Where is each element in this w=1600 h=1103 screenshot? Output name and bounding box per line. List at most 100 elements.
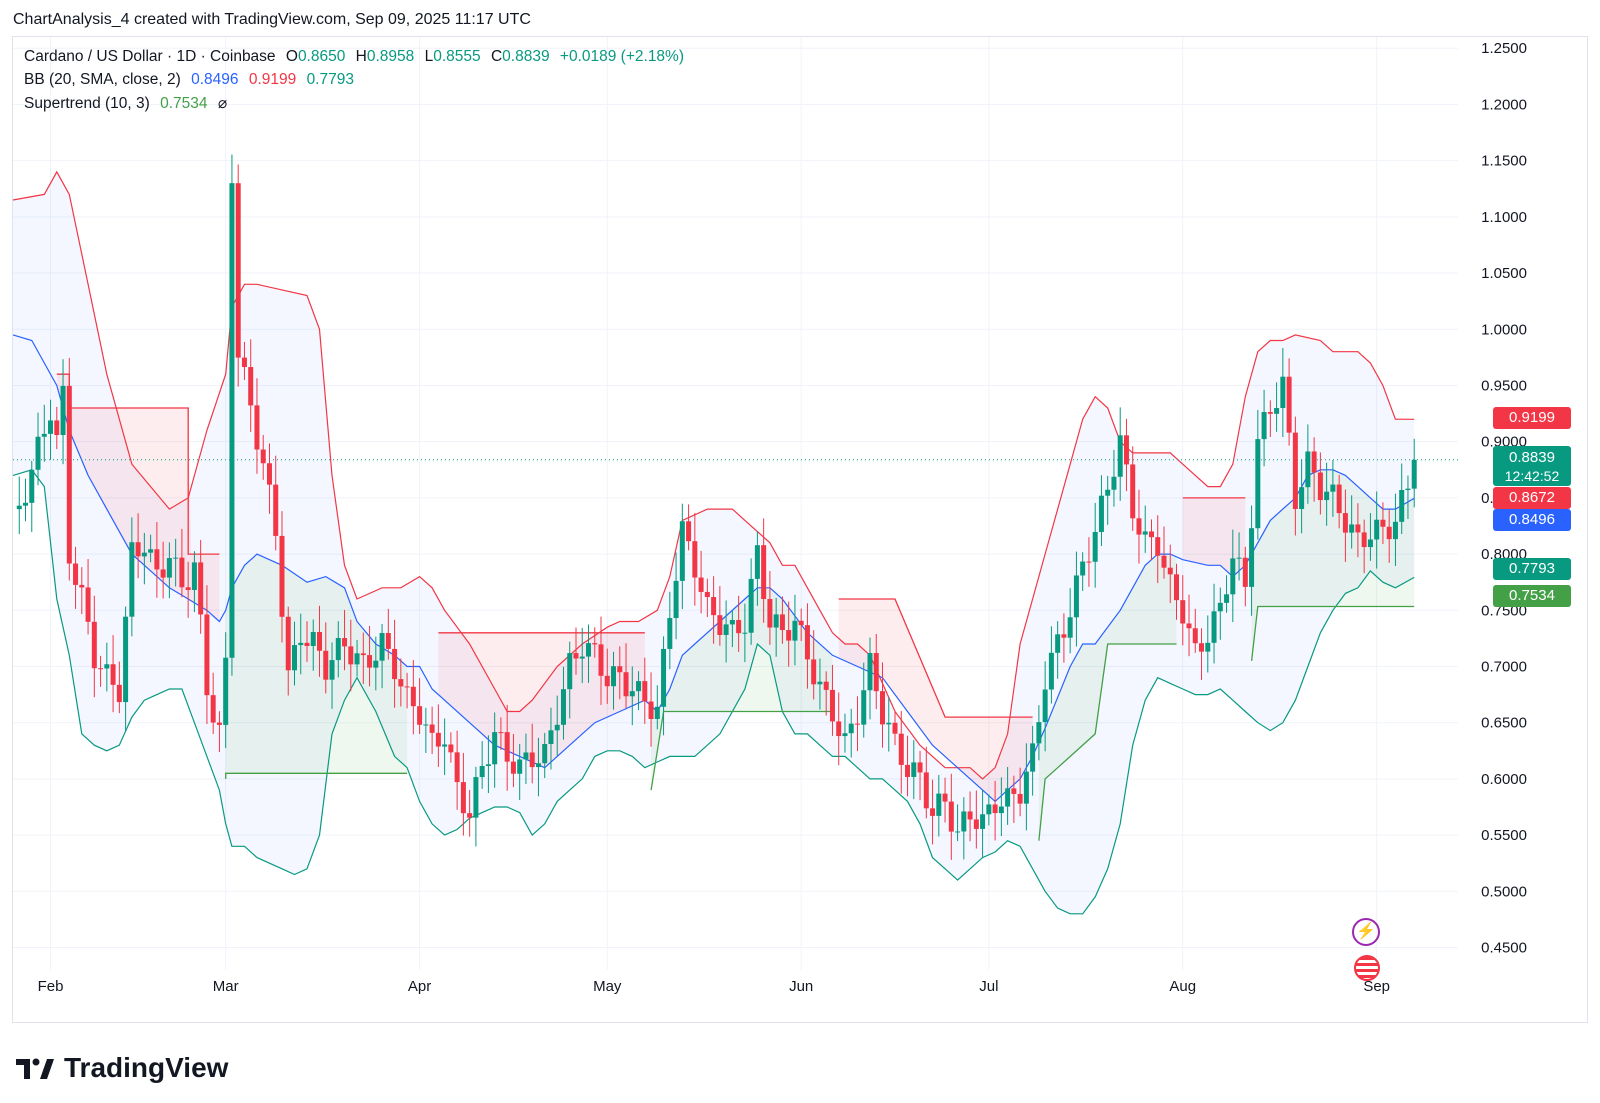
symbol-title[interactable]: Cardano / US Dollar · 1D · Coinbase <box>24 48 276 65</box>
candle-body <box>1192 628 1198 644</box>
candle-body <box>298 642 304 646</box>
candle-body <box>392 648 398 680</box>
candle-body <box>1142 531 1148 535</box>
candle-body <box>973 819 979 829</box>
tag-last-price: 0.8839 12:42:52 <box>1493 446 1571 486</box>
candle-body <box>104 664 110 669</box>
candle-body <box>1086 561 1092 563</box>
candle-body <box>1249 528 1255 587</box>
candle-body <box>1324 491 1330 501</box>
candle-body <box>854 723 860 725</box>
bb-upper-line <box>12 170 1415 780</box>
supertrend-fill-down <box>1182 497 1246 577</box>
candle-body <box>1399 490 1405 522</box>
candle-body <box>1061 634 1067 638</box>
candle-body <box>823 681 829 690</box>
us-flag-icon[interactable] <box>1354 955 1380 981</box>
candle-body <box>679 521 685 581</box>
candle-body <box>1186 623 1192 629</box>
candle-body <box>179 557 185 588</box>
candle-body <box>373 660 379 668</box>
candle-body <box>160 569 166 578</box>
candle-body <box>1355 524 1361 533</box>
candle-body <box>717 615 723 635</box>
candle-body <box>1305 451 1311 488</box>
candle-body <box>648 701 654 719</box>
candle-body <box>1161 555 1167 568</box>
candle-body <box>1055 634 1061 653</box>
legend-supertrend[interactable]: Supertrend (10, 3) 0.7534 ⌀ <box>24 94 233 113</box>
y-tick-label: 0.6000 <box>1481 771 1527 788</box>
candle-body <box>110 664 116 685</box>
candle-body <box>1299 487 1305 509</box>
candle-body <box>154 549 160 570</box>
candle-body <box>91 621 97 669</box>
candle-body <box>748 578 754 633</box>
candle-body <box>1224 594 1230 603</box>
candle-body <box>611 666 617 687</box>
candle-body <box>554 724 560 731</box>
candle-body <box>129 542 135 617</box>
supertrend-line-up <box>1250 605 1415 661</box>
close-value: C0.8839 <box>490 48 550 65</box>
candle-body <box>698 577 704 592</box>
last-price: 0.8839 <box>1509 449 1555 466</box>
candle-body <box>1011 788 1017 794</box>
y-tick-label: 1.2500 <box>1481 40 1527 57</box>
x-tick-label: Sep <box>1363 978 1390 995</box>
candle-body <box>123 616 129 703</box>
candle-body <box>329 660 335 680</box>
candle-body <box>467 813 473 818</box>
candle-body <box>848 723 854 734</box>
candle-body <box>1374 519 1380 540</box>
candle-body <box>116 684 122 703</box>
candle-body <box>673 580 679 619</box>
candle-body <box>448 744 454 753</box>
candle-body <box>942 793 948 802</box>
candle-body <box>1111 476 1117 490</box>
supertrend-fill-up <box>1038 554 1177 841</box>
candle-body <box>998 806 1004 814</box>
candle-body <box>1174 574 1180 601</box>
candle-body <box>1030 743 1036 772</box>
candle-body <box>1274 408 1280 414</box>
candle-body <box>379 633 385 661</box>
candle-body <box>16 505 22 510</box>
candle-body <box>955 831 961 833</box>
y-tick-label: 1.2000 <box>1481 96 1527 113</box>
tradingview-logo[interactable]: TradingView <box>16 1052 228 1084</box>
candle-body <box>198 562 204 615</box>
candle-body <box>454 752 460 783</box>
candle-body <box>798 620 804 626</box>
candle-body <box>504 732 510 762</box>
hidden-source-icon[interactable]: ⌀ <box>217 95 228 112</box>
candle-body <box>398 679 404 687</box>
candle-body <box>1005 788 1011 807</box>
candle-body <box>304 642 310 646</box>
bb-basis-value: 0.8496 <box>191 71 239 88</box>
candle-body <box>1367 539 1373 548</box>
legend-bb[interactable]: BB (20, SMA, close, 2) 0.8496 0.9199 0.7… <box>24 71 360 89</box>
candle-body <box>1199 643 1205 652</box>
candle-body <box>961 811 967 832</box>
candle-body <box>1405 488 1411 491</box>
candle-body <box>485 764 491 767</box>
lightning-icon[interactable]: ⚡ <box>1352 918 1380 946</box>
candle-body <box>1105 489 1111 496</box>
candle-body <box>892 722 898 734</box>
candle-body <box>629 691 635 697</box>
candle-body <box>360 653 366 656</box>
candle-body <box>442 744 448 747</box>
tag-supertrend-stop: 0.8672 <box>1493 487 1571 509</box>
candle-body <box>498 732 504 734</box>
candle-body <box>1217 602 1223 612</box>
candle-body <box>510 761 516 774</box>
candle-body <box>323 650 329 680</box>
candle-body <box>266 463 272 485</box>
supertrend-line-up <box>650 710 833 791</box>
tag-bb-basis: 0.8496 <box>1493 509 1571 531</box>
candle-body <box>291 645 297 671</box>
candle-body <box>1286 376 1292 433</box>
candle-body <box>1242 557 1248 587</box>
